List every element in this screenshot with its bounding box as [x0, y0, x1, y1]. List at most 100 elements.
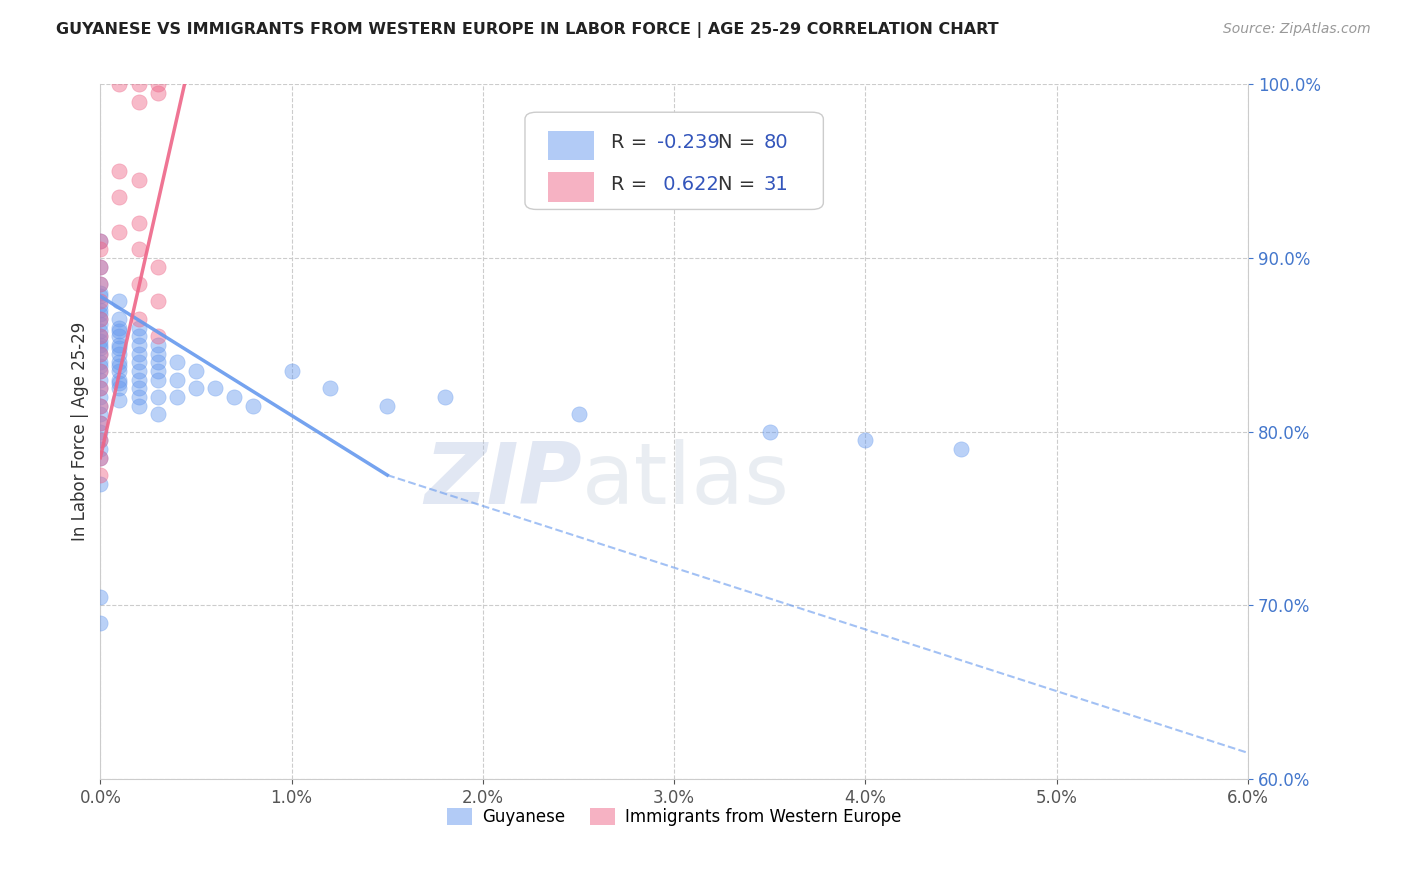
Point	[89, 329, 111, 343]
Point	[89, 311, 111, 326]
Point	[89, 364, 111, 378]
Text: 0.622: 0.622	[657, 175, 718, 194]
Point	[146, 373, 169, 387]
Point	[108, 320, 131, 334]
Point	[108, 294, 131, 309]
Point	[242, 399, 264, 413]
Text: N =: N =	[718, 133, 761, 152]
Point	[224, 390, 246, 404]
Point	[128, 381, 150, 395]
Point	[108, 311, 131, 326]
Point	[89, 364, 111, 378]
Point	[89, 416, 111, 430]
Point	[319, 381, 342, 395]
Point	[128, 277, 150, 292]
Point	[108, 164, 131, 178]
Point	[146, 86, 169, 100]
Point	[108, 190, 131, 204]
Point	[128, 373, 150, 387]
Point	[89, 476, 111, 491]
Point	[128, 243, 150, 257]
Point	[89, 334, 111, 349]
Point	[108, 364, 131, 378]
Point	[108, 376, 131, 390]
Point	[128, 390, 150, 404]
Point	[128, 338, 150, 352]
Text: Source: ZipAtlas.com: Source: ZipAtlas.com	[1223, 22, 1371, 37]
Point	[128, 78, 150, 92]
Point	[89, 234, 111, 248]
Point	[433, 390, 456, 404]
FancyBboxPatch shape	[524, 112, 824, 210]
Point	[89, 329, 111, 343]
Point	[950, 442, 973, 456]
Point	[146, 390, 169, 404]
Point	[108, 329, 131, 343]
Point	[89, 311, 111, 326]
Point	[108, 78, 131, 92]
Point	[567, 407, 589, 421]
Point	[89, 234, 111, 248]
Point	[89, 355, 111, 369]
Point	[146, 407, 169, 421]
Point	[108, 393, 131, 408]
Point	[89, 277, 111, 292]
Point	[89, 434, 111, 448]
Point	[146, 294, 169, 309]
Point	[855, 434, 877, 448]
Text: R =: R =	[612, 133, 654, 152]
Point	[108, 324, 131, 338]
Point	[128, 216, 150, 230]
Point	[89, 338, 111, 352]
Point	[108, 381, 131, 395]
Point	[89, 346, 111, 360]
Point	[108, 355, 131, 369]
Point	[146, 346, 169, 360]
Point	[89, 416, 111, 430]
Text: N =: N =	[718, 175, 761, 194]
Point	[128, 399, 150, 413]
Point	[89, 425, 111, 439]
Text: R =: R =	[612, 175, 654, 194]
Point	[108, 373, 131, 387]
Point	[89, 298, 111, 312]
Point	[146, 355, 169, 369]
FancyBboxPatch shape	[548, 172, 593, 202]
Point	[89, 434, 111, 448]
Point	[89, 381, 111, 395]
Point	[89, 399, 111, 413]
Text: atlas: atlas	[582, 439, 790, 522]
Point	[89, 450, 111, 465]
Point	[184, 381, 207, 395]
Point	[89, 260, 111, 274]
Point	[146, 329, 169, 343]
Point	[89, 590, 111, 604]
Point	[89, 407, 111, 421]
Point	[89, 303, 111, 318]
Point	[89, 260, 111, 274]
Point	[89, 285, 111, 300]
Point	[184, 364, 207, 378]
Point	[166, 373, 188, 387]
Point	[89, 390, 111, 404]
Point	[89, 381, 111, 395]
Point	[128, 329, 150, 343]
Point	[166, 390, 188, 404]
Point	[375, 399, 398, 413]
Point	[146, 78, 169, 92]
Point	[128, 95, 150, 109]
Point	[146, 260, 169, 274]
Point	[280, 364, 302, 378]
Point	[89, 317, 111, 331]
Text: 80: 80	[763, 133, 789, 152]
Point	[89, 324, 111, 338]
Point	[759, 425, 782, 439]
Point	[128, 355, 150, 369]
FancyBboxPatch shape	[548, 131, 593, 160]
Legend: Guyanese, Immigrants from Western Europe: Guyanese, Immigrants from Western Europe	[440, 802, 908, 833]
Point	[89, 615, 111, 630]
Point	[89, 442, 111, 456]
Point	[128, 311, 150, 326]
Point	[89, 289, 111, 303]
Point	[146, 338, 169, 352]
